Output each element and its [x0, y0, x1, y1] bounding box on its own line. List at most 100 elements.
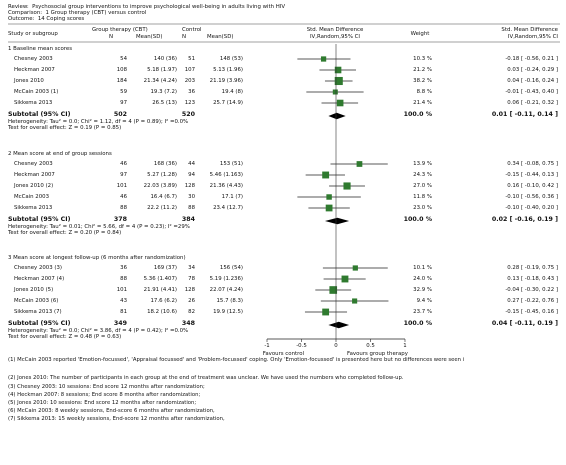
comparison-line: Comparison: 1 Group therapy (CBT) versus…	[8, 10, 147, 16]
footnote: (3) Chesney 2003: 10 sessions: End score…	[8, 384, 205, 390]
footnote: (5) Jones 2010: 10 sessions: End score 1…	[8, 400, 197, 406]
study-estimate-marker	[356, 161, 363, 167]
col-mean1: Mean(SD)	[136, 34, 163, 40]
x-tick-label: 0	[334, 343, 338, 349]
weight-value: 38.2 %	[413, 78, 432, 84]
weight-value: 21.2 %	[413, 67, 432, 73]
subtotal-diamond	[328, 112, 346, 120]
ci-value: 0.27 [ -0.22, 0.76 ]	[507, 298, 558, 304]
mean2-value: 148 (53)	[219, 56, 243, 62]
study-estimate-marker	[334, 76, 343, 86]
subtotal-label: Subtotal (95% CI)	[8, 216, 71, 223]
weight-value: 10.3 %	[413, 56, 432, 62]
weight-value: 23.0 %	[413, 205, 432, 211]
n2-value: 88	[188, 205, 195, 211]
col-mean2: Mean(SD)	[207, 34, 234, 40]
mean1-value: 17.6 (6.2)	[150, 298, 178, 304]
n1-value: 54	[120, 56, 127, 62]
subtotal-weight: 100.0 %	[403, 216, 432, 223]
study-name: McCain 2003 (1)	[14, 89, 59, 95]
n1-value: 36	[120, 265, 127, 271]
ci-value: 0.34 [ -0.08, 0.75 ]	[507, 161, 558, 167]
footnote: (6) McCain 2003: 8 weekly sessions, End-…	[8, 408, 215, 414]
mean2-value: 21.36 (4.43)	[209, 183, 243, 189]
mean2-value: 22.07 (4.24)	[209, 287, 243, 293]
weight-value: 13.9 %	[413, 161, 432, 167]
ci-value: 0.03 [ -0.24, 0.29 ]	[507, 67, 558, 73]
n2-value: 107	[184, 67, 195, 73]
x-tick-label: 0.5	[366, 343, 375, 349]
heterogeneity-text: Heterogeneity: Tau² = 0.01; Chi² = 5.66,…	[8, 224, 190, 230]
mean1-value: 26.5 (13)	[152, 100, 177, 106]
study-name: Chesney 2003	[14, 161, 53, 167]
mean1-value: 5.18 (1.97)	[147, 67, 177, 73]
mean2-value: 19.9 (12.5)	[213, 309, 243, 315]
n1-value: 97	[120, 172, 127, 178]
study-name: Heckman 2007 (4)	[14, 276, 65, 282]
col-smd1: Std. Mean Difference	[306, 27, 364, 33]
col-control: Control	[182, 27, 202, 33]
study-estimate-marker	[320, 56, 327, 62]
subtotal-diamond	[324, 217, 350, 225]
col-study: Study or subgroup	[8, 31, 58, 37]
overall-effect-text: Test for overall effect: Z = 0.48 (P = 0…	[8, 334, 122, 340]
study-name: Heckman 2007	[14, 67, 55, 73]
outcome-line: Outcome: 14 Coping scores	[8, 16, 85, 22]
footnote: (1) McCain 2003 reported 'Emotion-focuss…	[8, 357, 465, 363]
x-tick-label: 1	[403, 343, 407, 349]
ci-value: -0.10 [ -0.40, 0.20 ]	[505, 205, 558, 211]
n2-value: 51	[188, 56, 195, 62]
n2-value: 203	[184, 78, 195, 84]
study-name: Jones 2010 (5)	[14, 287, 54, 293]
weight-value: 27.0 %	[413, 183, 432, 189]
study-estimate-marker	[322, 308, 330, 316]
n1-value: 101	[116, 183, 127, 189]
n1-value: 88	[120, 205, 127, 211]
study-estimate-marker	[332, 89, 338, 95]
study-name: Jones 2010 (2)	[14, 183, 54, 189]
col-smd2b: IV,Random,95% CI	[507, 34, 558, 40]
ci-value: 0.16 [ -0.10, 0.42 ]	[507, 183, 558, 189]
subtotal-label: Subtotal (95% CI)	[8, 111, 71, 118]
mean1-value: 21.34 (4.24)	[143, 78, 177, 84]
ci-value: 0.04 [ -0.16, 0.24 ]	[507, 78, 558, 84]
study-estimate-marker	[341, 275, 349, 283]
mean1-value: 16.4 (6.7)	[150, 194, 178, 200]
subtotal-n2: 520	[181, 111, 195, 118]
n2-value: 128	[184, 287, 195, 293]
study-estimate-marker	[352, 265, 358, 271]
study-estimate-marker	[326, 194, 332, 200]
footnote: (2) Jones 2010: The number of participan…	[8, 375, 404, 381]
mean1-value: 140 (36)	[153, 56, 177, 62]
mean2-value: 5.19 (1.236)	[209, 276, 243, 282]
weight-value: 9.4 %	[416, 298, 432, 304]
study-estimate-marker	[322, 171, 330, 179]
weight-value: 24.0 %	[413, 276, 432, 282]
ci-value: -0.15 [ -0.45, 0.16 ]	[505, 309, 558, 315]
subtotal-n2: 384	[181, 216, 195, 223]
heterogeneity-text: Heterogeneity: Tau² = 0.0; Chi² = 3.86, …	[8, 328, 189, 334]
weight-value: 23.7 %	[413, 309, 432, 315]
n1-value: 43	[120, 298, 127, 304]
heterogeneity-text: Heterogeneity: Tau² = 0.0; Chi² = 1.12, …	[8, 119, 189, 125]
subtotal-n1: 378	[113, 216, 127, 223]
mean2-value: 21.19 (3.96)	[209, 78, 243, 84]
col-group: Group therapy (CBT)	[92, 27, 148, 33]
study-name: Jones 2010	[14, 78, 44, 84]
col-n2: N	[182, 34, 187, 40]
study-name: Sikkema 2013	[14, 100, 53, 106]
mean1-value: 5.27 (1.28)	[147, 172, 177, 178]
n1-value: 97	[120, 100, 127, 106]
study-estimate-marker	[329, 286, 338, 294]
n1-value: 59	[120, 89, 127, 95]
n2-value: 78	[188, 276, 195, 282]
study-estimate-marker	[352, 298, 358, 304]
favours-group-label: Favours group therapy	[347, 351, 408, 357]
group-title: 3 Mean score at longest follow-up (6 mon…	[8, 255, 186, 261]
mean2-value: 153 (51)	[219, 161, 243, 167]
col-weight: Weight	[410, 31, 430, 37]
x-tick-label: -0.5	[296, 343, 307, 349]
study-estimate-marker	[343, 182, 351, 190]
subtotal-n1: 502	[113, 111, 127, 118]
study-name: McCain 2003 (6)	[14, 298, 59, 304]
